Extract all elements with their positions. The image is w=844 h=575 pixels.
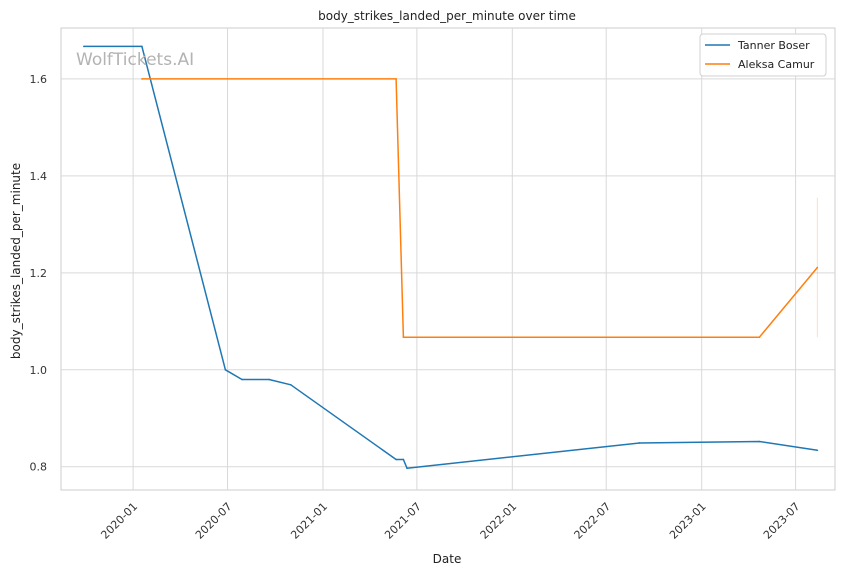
data-point-tanner-boser bbox=[224, 368, 227, 371]
data-point-tanner-boser bbox=[758, 440, 761, 443]
plot-area bbox=[60, 27, 836, 491]
data-point-aleksa-camur bbox=[402, 336, 405, 339]
data-point-aleksa-camur bbox=[816, 266, 819, 269]
data-point-tanner-boser bbox=[406, 467, 408, 469]
data-point-tanner-boser bbox=[816, 449, 819, 452]
data-point-aleksa-camur bbox=[758, 336, 761, 339]
series-line-tanner-boser bbox=[83, 45, 818, 469]
data-point-aleksa-camur bbox=[395, 78, 397, 80]
data-point-tanner-boser bbox=[83, 45, 85, 48]
legend-label-aleksa-camur: Aleksa Camur bbox=[738, 58, 815, 71]
legend-box bbox=[699, 33, 827, 77]
data-point-tanner-boser bbox=[402, 458, 405, 461]
legend-label-tanner-boser: Tanner Boser bbox=[737, 39, 810, 52]
legend: Tanner Boser Aleksa Camur bbox=[699, 33, 827, 77]
data-point-aleksa-camur bbox=[141, 78, 143, 80]
chart-title: body_strikes_landed_per_minute over time bbox=[318, 9, 576, 23]
y-tick-label: 0.8 bbox=[30, 461, 48, 474]
data-point-tanner-boser bbox=[141, 45, 143, 48]
y-tick-label: 1.6 bbox=[30, 73, 48, 86]
data-point-tanner-boser bbox=[290, 384, 292, 386]
series bbox=[83, 45, 819, 469]
x-axis-label: Date bbox=[433, 552, 462, 566]
y-axis-label: body_strikes_landed_per_minute bbox=[9, 163, 23, 359]
watermark-text: WolfTickets.AI bbox=[76, 50, 194, 70]
data-point-tanner-boser bbox=[395, 458, 397, 461]
y-tick-label: 1.4 bbox=[30, 170, 48, 183]
y-tick-label: 1.2 bbox=[30, 267, 48, 280]
data-point-tanner-boser bbox=[268, 378, 270, 381]
grid bbox=[60, 27, 836, 491]
data-point-tanner-boser bbox=[241, 378, 243, 381]
data-point-tanner-boser bbox=[638, 442, 641, 444]
y-tick-label: 1.0 bbox=[30, 364, 48, 377]
